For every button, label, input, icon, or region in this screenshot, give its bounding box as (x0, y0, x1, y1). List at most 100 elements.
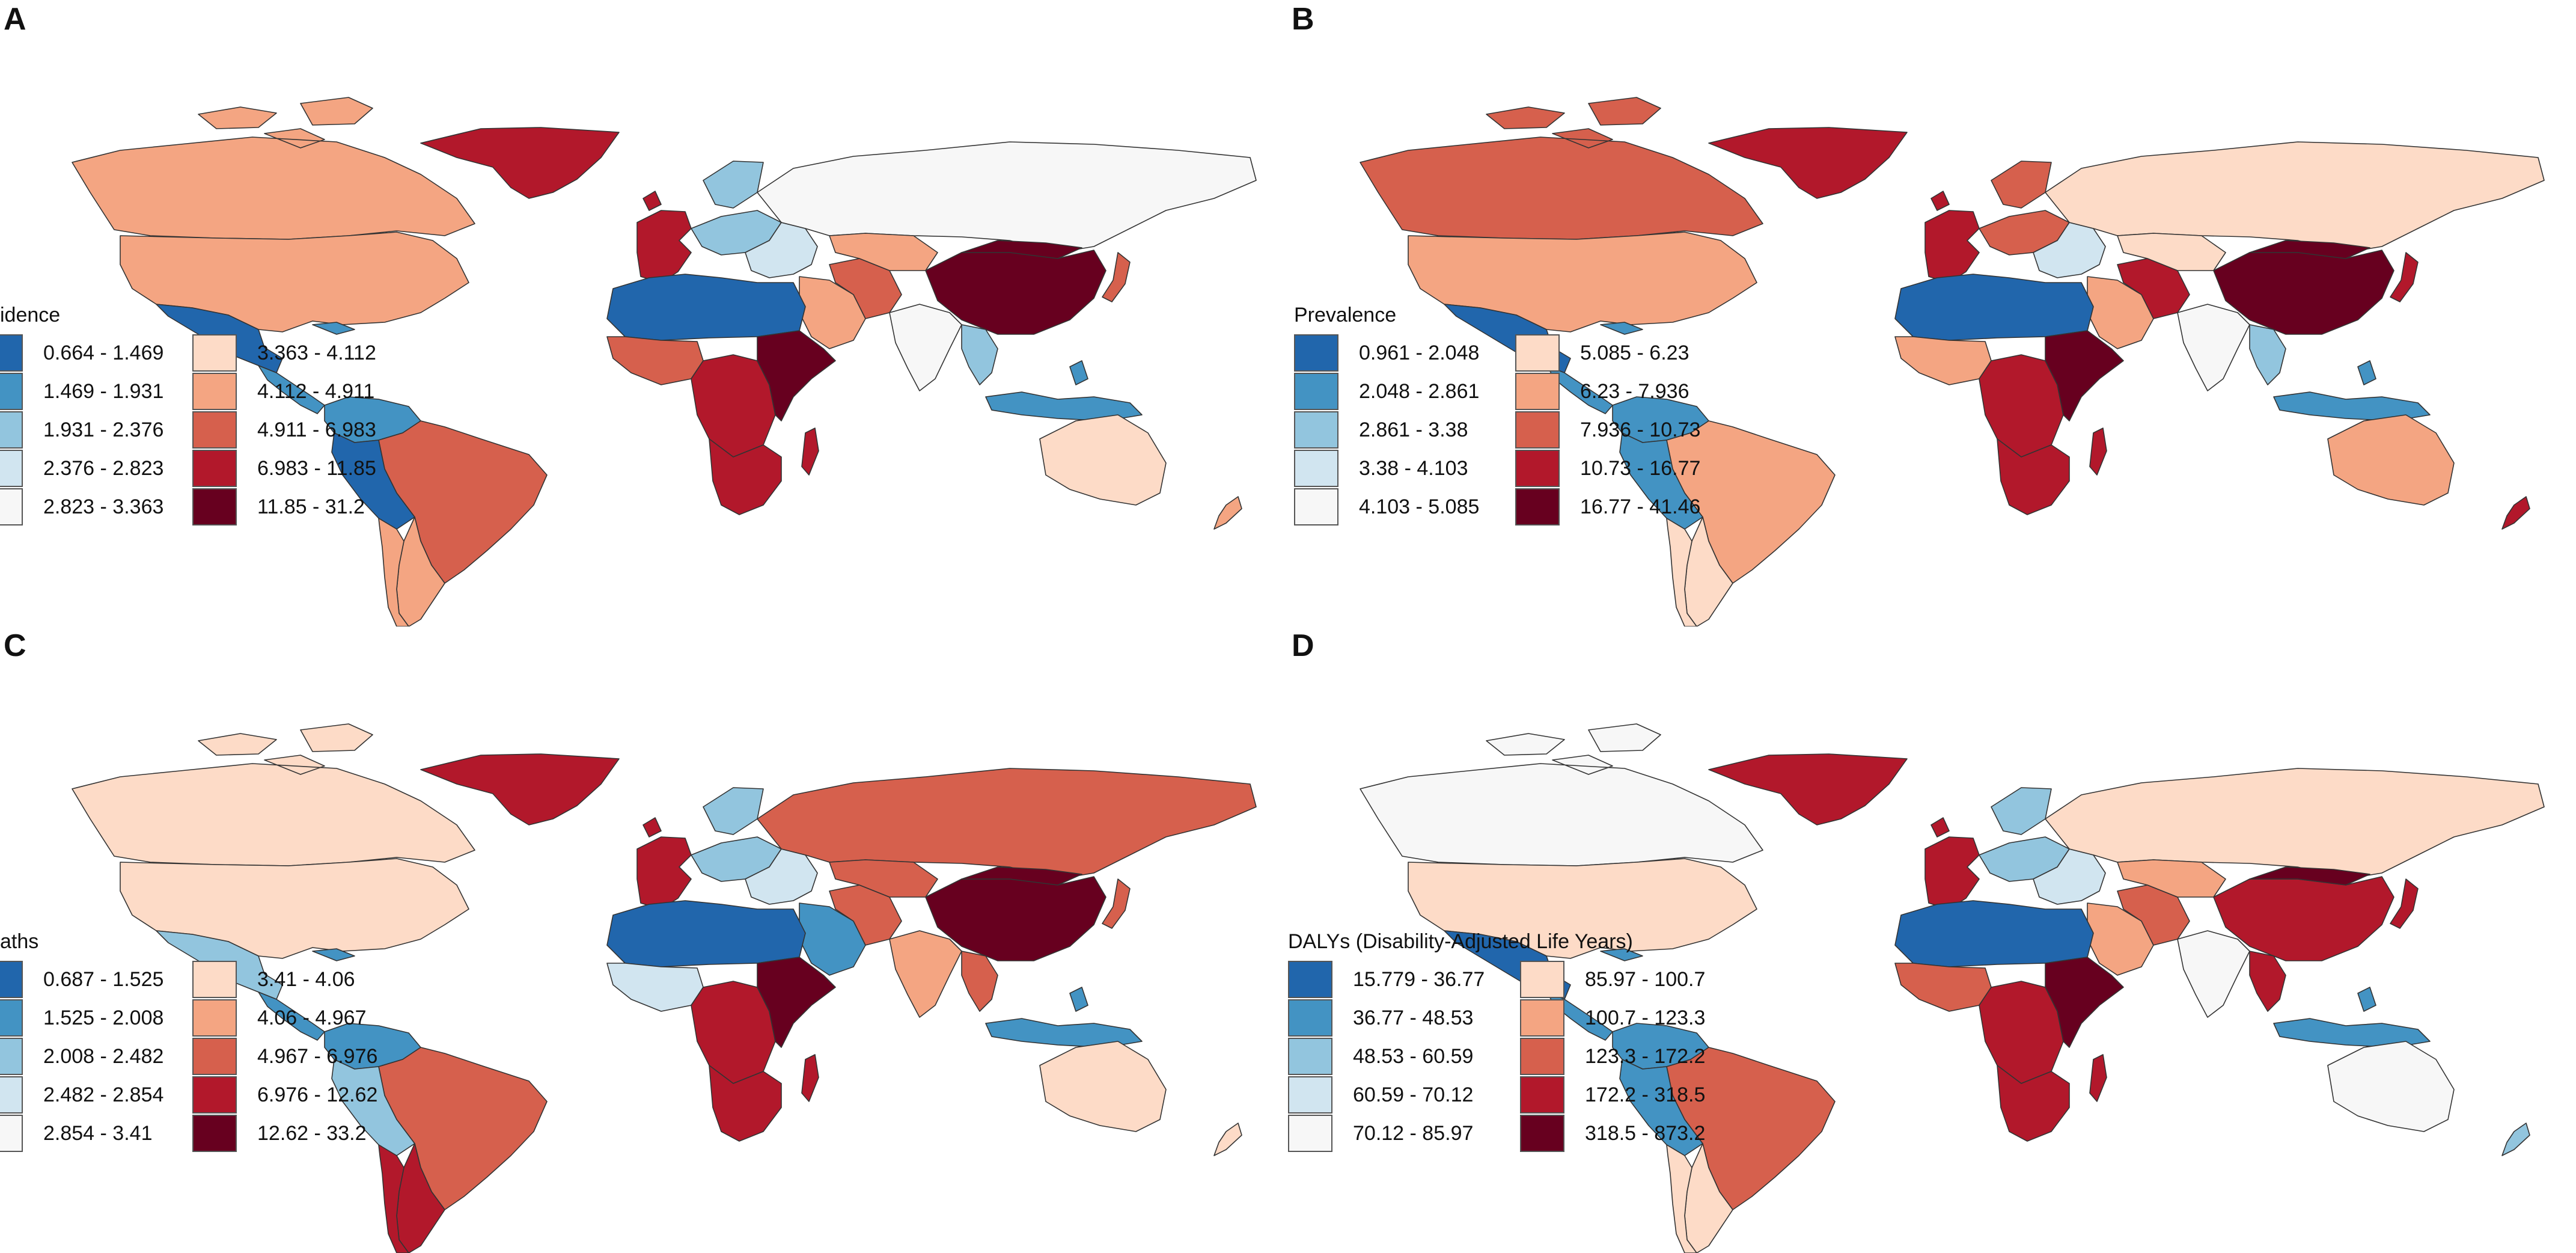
legend-label: 2.861 - 3.38 (1359, 418, 1468, 441)
region-central-asia (829, 233, 938, 271)
region-north-africa (606, 274, 806, 341)
legend-item: 2.376 - 2.823 (0, 449, 163, 488)
legend-item: 16.77 - 41.46 (1515, 488, 1700, 526)
legend-label: 2.854 - 3.41 (43, 1121, 153, 1145)
region-australia (2327, 1041, 2455, 1132)
region-peru-bolivia (331, 432, 415, 530)
legend-item: 318.5 - 873.2 (1520, 1114, 1705, 1153)
region-central-asia (2117, 859, 2226, 898)
legend-swatch (192, 961, 237, 998)
legend-item: 1.931 - 2.376 (0, 411, 163, 449)
legend-item: 60.59 - 70.12 (1288, 1076, 1473, 1114)
region-central-asia (829, 859, 938, 898)
region-greenland (1708, 127, 1908, 199)
legend-item: 11.85 - 31.2 (192, 488, 365, 526)
legend-label: 0.961 - 2.048 (1359, 341, 1480, 364)
legend-label: 10.73 - 16.77 (1580, 456, 1701, 480)
legend-label: 1.525 - 2.008 (43, 1006, 164, 1029)
legend-swatch (1520, 1115, 1564, 1152)
region-se-asia (961, 324, 998, 385)
region-west-europe (636, 817, 692, 910)
panel-b-prevalence: B Prevalence 0.961 - 2.048 2.048 - 2.861 2… (1288, 0, 2576, 626)
legend-swatch (1288, 961, 1332, 998)
region-canada (72, 97, 475, 240)
region-west-europe (1924, 817, 1980, 910)
region-west-africa (606, 963, 704, 1012)
region-middle-east (799, 902, 866, 976)
legend-label: 7.936 - 10.73 (1580, 418, 1701, 441)
legend-item: 6.983 - 11.85 (192, 449, 376, 488)
world-map (1360, 723, 2545, 1253)
region-east-europe (745, 848, 818, 905)
region-new-zealand (2501, 1123, 2530, 1156)
region-australia (2327, 414, 2455, 506)
world-map (72, 723, 1257, 1253)
legend-item: 1.525 - 2.008 (0, 999, 163, 1037)
region-se-asia (2249, 951, 2286, 1012)
region-japan (2390, 878, 2419, 929)
legend-item: 4.911 - 6.983 (192, 411, 376, 449)
region-canada (1360, 723, 1763, 866)
region-se-asia (2249, 324, 2286, 385)
region-new-zealand (1213, 1123, 1242, 1156)
legend-label: 2.823 - 3.363 (43, 495, 164, 518)
legend-item: 85.97 - 100.7 (1520, 960, 1705, 999)
legend-swatch (0, 1115, 23, 1152)
legend-label: 1.931 - 2.376 (43, 418, 164, 441)
legend-label: 48.53 - 60.59 (1353, 1044, 1474, 1068)
legend-label: 6.976 - 12.62 (257, 1083, 378, 1106)
legend-swatch (1288, 1115, 1332, 1152)
legend-swatch (1515, 450, 1560, 487)
legend-label: 318.5 - 873.2 (1585, 1121, 1706, 1145)
legend-swatch (1520, 961, 1564, 998)
legend-item: 15.779 - 36.77 (1288, 960, 1485, 999)
region-madagascar (2089, 1054, 2107, 1102)
legend-item: 6.976 - 12.62 (192, 1076, 377, 1114)
legend-label: 3.363 - 4.112 (257, 341, 376, 364)
legend-swatch (1294, 488, 1338, 525)
region-indonesia (985, 987, 1143, 1048)
region-japan (1102, 878, 1131, 929)
legend-swatch (1515, 411, 1560, 449)
legend-item: 100.7 - 123.3 (1520, 999, 1705, 1037)
legend-item: 10.73 - 16.77 (1515, 449, 1700, 488)
legend-swatch (192, 1115, 237, 1152)
region-chile (378, 518, 409, 626)
region-central-asia (2117, 233, 2226, 271)
region-japan (1102, 252, 1131, 302)
legend-item: 6.23 - 7.936 (1515, 372, 1689, 411)
legend-swatch (1288, 1076, 1332, 1114)
legend-label: 4.06 - 4.967 (257, 1006, 367, 1029)
legend-swatch (0, 334, 23, 372)
legend-item: 123.3 - 172.2 (1520, 1037, 1705, 1076)
region-west-africa (1894, 336, 1992, 385)
panel-d-dalys: D DALYs (Disability-Adjusted Life Years)… (1288, 626, 2576, 1253)
legend-item: 2.482 - 2.854 (0, 1076, 163, 1114)
legend-item: 0.664 - 1.469 (0, 334, 163, 372)
legend-item: 0.961 - 2.048 (1294, 334, 1479, 372)
legend-item: 4.967 - 6.976 (192, 1037, 377, 1076)
legend-label: 3.38 - 4.103 (1359, 456, 1468, 480)
legend-swatch (1294, 450, 1338, 487)
legend-label: 0.664 - 1.469 (43, 341, 164, 364)
legend-swatch (0, 1038, 23, 1075)
panel-c-deaths: C aths 0.687 - 1.525 1.525 - 2.008 2.008 -… (0, 626, 1288, 1253)
legend-swatch (192, 999, 237, 1037)
world-map (1360, 97, 2545, 626)
legend-item: 4.06 - 4.967 (192, 999, 366, 1037)
panel-label: A (4, 2, 26, 37)
legend-label: 123.3 - 172.2 (1585, 1044, 1706, 1068)
region-east-europe (745, 222, 818, 278)
legend-label: 2.376 - 2.823 (43, 456, 164, 480)
region-north-africa (1894, 900, 2094, 967)
region-southern-africa (1997, 1065, 2070, 1142)
legend-label: 15.779 - 36.77 (1353, 967, 1485, 991)
legend-swatch (1294, 373, 1338, 410)
region-indonesia (2273, 987, 2431, 1048)
legend-swatch (1520, 1076, 1564, 1114)
region-mongolia (961, 866, 1082, 886)
region-west-africa (606, 336, 704, 385)
legend-label: 12.62 - 33.2 (257, 1121, 367, 1145)
legend-label: 0.687 - 1.525 (43, 967, 164, 991)
region-east-africa (757, 957, 836, 1048)
